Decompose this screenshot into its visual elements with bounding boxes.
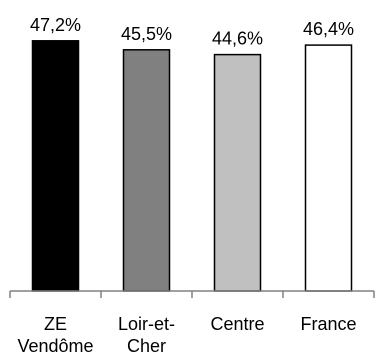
- category-label-2: Loir-et-Cher: [118, 314, 175, 356]
- bars-layer: [31, 40, 353, 292]
- category-label-1: ZE Vendôme: [17, 314, 93, 356]
- bar-2: [122, 49, 171, 292]
- data-label-4: 46,4%: [303, 19, 354, 39]
- data-labels-layer: 47,2% 45,5% 44,6% 46,4%: [30, 15, 354, 49]
- data-label-2: 45,5%: [121, 24, 172, 44]
- data-label-3: 44,6%: [212, 29, 263, 49]
- bar-1: [31, 40, 80, 292]
- data-label-1: 47,2%: [30, 15, 81, 35]
- category-labels-layer: ZE Vendôme Loir-et-Cher Centre France: [17, 314, 356, 356]
- category-label-4: France: [300, 314, 356, 334]
- bar-3: [213, 53, 262, 292]
- category-label-3: Centre: [210, 314, 264, 334]
- bar-4: [304, 44, 353, 292]
- x-axis: [9, 290, 375, 298]
